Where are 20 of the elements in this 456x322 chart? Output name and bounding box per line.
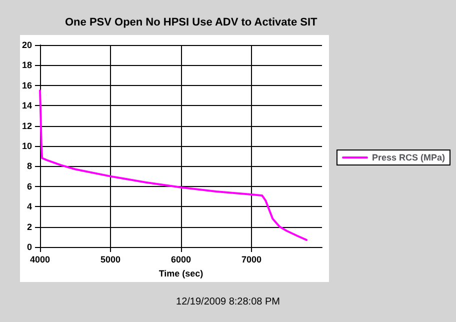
y-tick-label: 16	[22, 80, 32, 90]
y-tick-label: 4	[26, 202, 32, 212]
y-tick-label: 0	[26, 242, 32, 252]
line-series	[39, 89, 308, 241]
y-tick-label: 6	[26, 181, 32, 192]
y-tick-label: 10	[22, 141, 32, 151]
x-tick-label: 6000	[170, 254, 192, 264]
chart-title: One PSV Open No HPSI Use ADV to Activate SIT	[65, 16, 318, 28]
x-tick-label: 5000	[100, 254, 121, 264]
y-tick-label: 12	[22, 120, 32, 131]
y-tick-label: 8	[26, 161, 32, 172]
x-tick-label: 7000	[241, 254, 262, 264]
legend-label: Press RCS (MPa)	[372, 152, 446, 162]
y-tick-label: 18	[22, 60, 32, 70]
y-tick-label: 20	[22, 40, 32, 50]
y-tick-label: 14	[22, 100, 32, 111]
text: 12/19/2009 8:28:08 PM	[176, 296, 280, 308]
y-tick-label: 2	[26, 222, 32, 232]
x-axis-title: Time (sec)	[158, 268, 204, 278]
x-tick-label: 4000	[30, 254, 50, 264]
